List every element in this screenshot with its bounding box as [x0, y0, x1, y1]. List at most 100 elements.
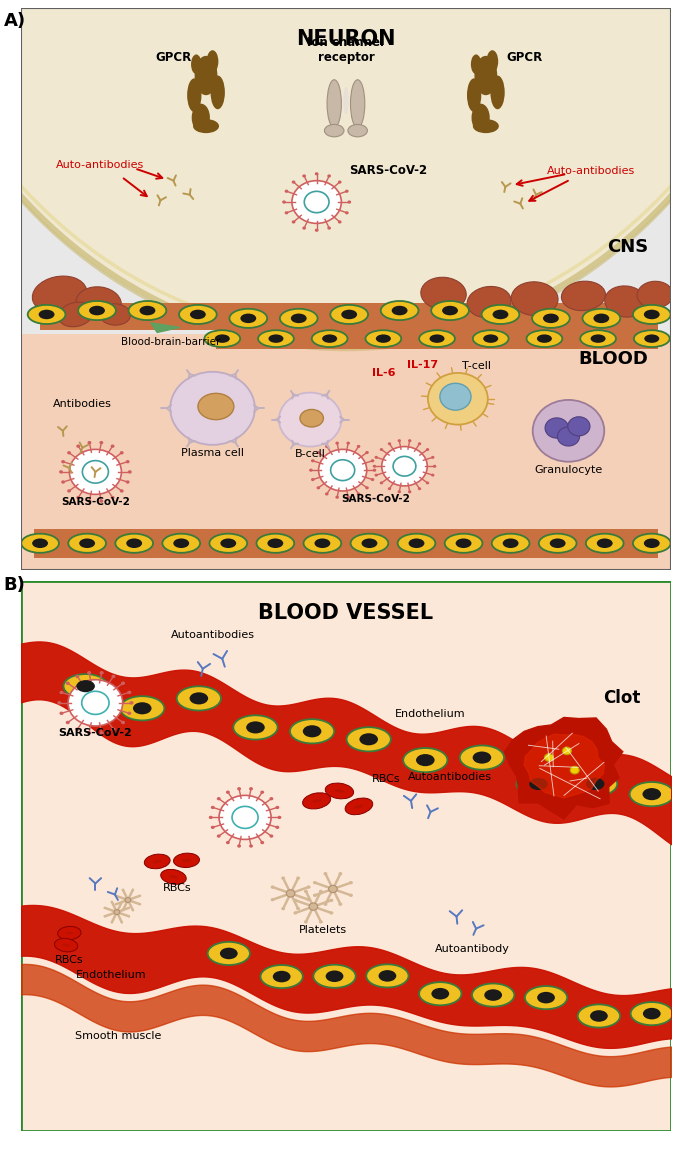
Ellipse shape [511, 282, 558, 316]
Ellipse shape [234, 715, 277, 740]
Ellipse shape [58, 302, 93, 327]
Ellipse shape [78, 301, 116, 320]
Ellipse shape [586, 778, 604, 790]
Ellipse shape [313, 964, 356, 987]
Circle shape [315, 228, 319, 232]
Ellipse shape [187, 78, 201, 112]
Ellipse shape [260, 965, 303, 988]
Ellipse shape [637, 281, 673, 309]
Circle shape [110, 901, 113, 903]
Ellipse shape [210, 76, 225, 109]
Circle shape [121, 901, 123, 903]
Circle shape [558, 427, 580, 446]
Circle shape [249, 844, 253, 848]
Circle shape [293, 911, 297, 915]
Circle shape [379, 482, 383, 484]
Circle shape [323, 902, 327, 905]
Ellipse shape [644, 310, 660, 319]
Text: RBCs: RBCs [372, 774, 401, 785]
Ellipse shape [456, 538, 471, 548]
Ellipse shape [210, 533, 247, 553]
Circle shape [371, 478, 374, 482]
Ellipse shape [79, 538, 95, 548]
Text: BLOOD: BLOOD [579, 350, 649, 369]
Ellipse shape [586, 533, 623, 553]
Ellipse shape [366, 964, 408, 987]
Ellipse shape [62, 943, 70, 947]
Text: GPCR: GPCR [155, 52, 192, 65]
Circle shape [69, 449, 121, 494]
Circle shape [122, 888, 124, 890]
Circle shape [292, 220, 295, 223]
Ellipse shape [431, 301, 469, 320]
Ellipse shape [215, 334, 229, 343]
Text: BLOOD VESSEL: BLOOD VESSEL [258, 602, 434, 622]
Ellipse shape [179, 305, 216, 324]
Circle shape [112, 675, 116, 679]
Ellipse shape [348, 124, 367, 137]
Ellipse shape [229, 309, 267, 328]
Circle shape [313, 881, 317, 885]
Circle shape [302, 227, 306, 229]
Ellipse shape [312, 799, 321, 803]
Circle shape [126, 480, 129, 484]
Circle shape [61, 460, 65, 463]
Ellipse shape [258, 331, 294, 347]
Circle shape [304, 889, 308, 893]
Ellipse shape [126, 538, 142, 548]
Text: Plasma cell: Plasma cell [181, 448, 244, 457]
Ellipse shape [190, 310, 205, 319]
Text: Auto-antibodies: Auto-antibodies [547, 166, 636, 176]
Ellipse shape [527, 331, 562, 347]
Ellipse shape [419, 331, 455, 347]
Ellipse shape [490, 76, 505, 109]
Circle shape [319, 889, 323, 893]
Circle shape [382, 447, 427, 486]
Circle shape [316, 450, 320, 454]
Text: Endothelium: Endothelium [395, 710, 466, 719]
Text: SARS-CoV-2: SARS-CoV-2 [349, 164, 427, 176]
Ellipse shape [325, 970, 343, 982]
Circle shape [128, 470, 132, 473]
Circle shape [99, 672, 103, 675]
Circle shape [112, 728, 116, 732]
Circle shape [319, 449, 366, 491]
Ellipse shape [76, 287, 121, 319]
Circle shape [60, 712, 64, 715]
Ellipse shape [432, 988, 449, 1000]
Text: CNS: CNS [608, 238, 649, 256]
Ellipse shape [630, 782, 674, 806]
Ellipse shape [354, 804, 364, 809]
Ellipse shape [631, 1002, 673, 1025]
Circle shape [68, 680, 123, 726]
Ellipse shape [643, 788, 661, 801]
Ellipse shape [482, 305, 519, 324]
Circle shape [347, 200, 351, 204]
Ellipse shape [633, 305, 671, 324]
Circle shape [319, 920, 323, 924]
Circle shape [338, 902, 342, 905]
Circle shape [418, 487, 421, 491]
Ellipse shape [379, 970, 397, 982]
Ellipse shape [58, 926, 81, 940]
Circle shape [211, 805, 214, 809]
Ellipse shape [68, 533, 106, 553]
Circle shape [397, 439, 401, 442]
Text: Blood-brain-barrier: Blood-brain-barrier [121, 336, 220, 347]
Circle shape [545, 753, 553, 761]
Circle shape [275, 805, 279, 809]
Circle shape [66, 682, 70, 685]
Circle shape [127, 915, 130, 917]
Ellipse shape [360, 733, 378, 745]
Circle shape [296, 907, 300, 910]
Ellipse shape [483, 334, 498, 343]
Circle shape [304, 920, 308, 924]
Circle shape [408, 491, 412, 493]
Circle shape [325, 492, 329, 495]
Ellipse shape [190, 692, 208, 704]
Ellipse shape [537, 334, 552, 343]
Ellipse shape [473, 119, 499, 134]
Ellipse shape [341, 310, 357, 319]
Circle shape [88, 441, 91, 445]
FancyBboxPatch shape [21, 581, 671, 1131]
